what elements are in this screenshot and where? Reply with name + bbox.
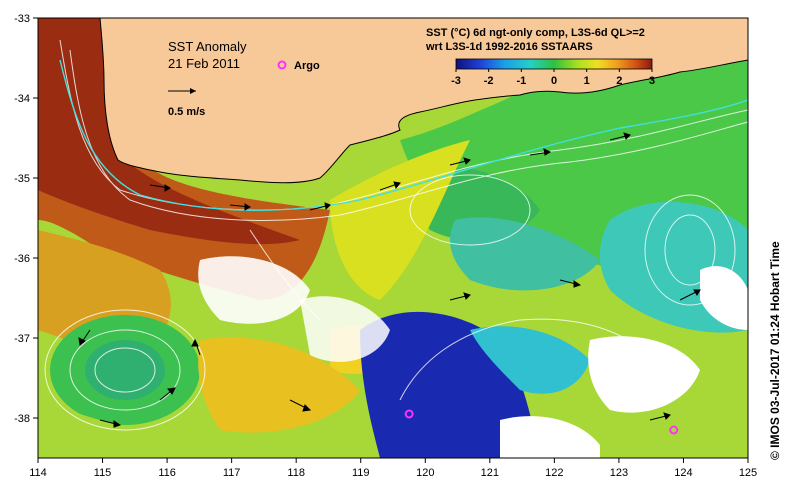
colorbar-ticks: -3 -2 -1 0 1 2 3 [451,69,655,87]
cloud-mask-2 [300,296,390,362]
x-tick-label: 116 [158,467,176,479]
colorbar-tick-label: 1 [584,75,590,87]
y-tick-label: -35 [14,173,30,185]
x-tick-label: 125 [739,467,757,479]
y-tick-label: -34 [14,93,30,105]
argo-legend-label: Argo [294,60,320,72]
current-core-line [59,59,748,211]
x-tick-label: 114 [29,467,47,479]
sst-eddy-core [85,340,165,400]
plot-frame [37,17,749,459]
argo-markers [404,409,679,435]
colorbar-tick-label: 3 [649,75,655,87]
argo-float-marker-icon [669,425,679,435]
imos-credit: © IMOS 03-Jul-2017 01:24 Hobart Time [768,241,782,460]
sst-yellow-southwest [198,337,360,433]
velocity-arrows [78,132,701,428]
x-tick-label: 115 [94,467,112,479]
argo-marker-icon [277,60,287,70]
sst-yellow-band [330,140,470,300]
x-tick-label: 117 [223,467,241,479]
product-reference: wrt L3S-1d 1992-2016 SSTAARS [425,41,593,53]
colorbar-tick-label: -1 [516,75,526,87]
map-title: SST Anomaly [168,39,247,54]
y-tick-label: -38 [14,413,30,425]
y-tick-label: -36 [14,253,30,265]
map-date: 21 Feb 2011 [168,56,240,71]
colorbar-tick-label: 0 [551,75,557,87]
x-tick-label: 120 [416,467,434,479]
x-tick-label: 118 [287,467,305,479]
cloud-mask-1 [198,256,310,324]
product-description: SST (°C) 6d ngt-only comp, L3S-6d QL>=2 [426,27,645,39]
velocity-scale-arrowhead-icon [190,88,196,94]
sst-cyan-south [470,326,590,394]
y-axis: -33 -34 -35 -36 -37 -38 [14,13,38,425]
x-tick-label: 123 [610,467,628,479]
x-tick-label: 121 [481,467,499,479]
cloud-mask-3 [588,336,700,413]
colorbar-tick-label: 2 [616,75,622,87]
x-tick-label: 122 [545,467,563,479]
cloud-mask-4 [500,416,600,458]
sst-cold-central [450,217,600,291]
colorbar-tick-label: -2 [484,75,494,87]
y-tick-label: -37 [14,333,30,345]
x-tick-label: 124 [674,467,692,479]
argo-legend: Argo [277,60,320,72]
x-axis: 114 115 116 117 118 119 120 121 122 123 124 125 [29,458,757,479]
cloud-mask-5 [700,266,748,330]
sst-field [38,18,748,458]
y-tick-label: -33 [14,13,30,25]
colorbar [455,58,653,70]
velocity-scale: 0.5 m/s [168,88,205,118]
x-tick-label: 119 [352,467,370,479]
velocity-scale-label: 0.5 m/s [168,106,205,118]
sst-green-southwest [38,400,200,458]
colorbar-tick-label: -3 [451,75,461,87]
argo-float-marker-icon [404,409,414,419]
